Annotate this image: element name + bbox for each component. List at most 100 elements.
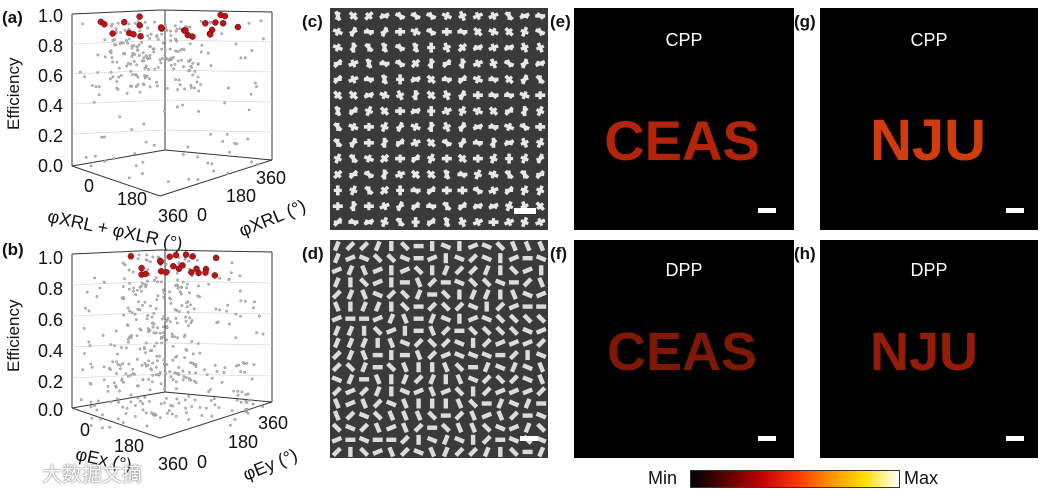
scatter-point	[131, 372, 135, 376]
nanostructure	[426, 90, 437, 101]
nanostructure	[399, 289, 410, 300]
nanostructure	[455, 373, 464, 385]
scatter-point	[102, 135, 106, 139]
scatter-point	[121, 362, 125, 366]
scatter-point	[146, 56, 149, 60]
nanostructure	[472, 202, 484, 210]
plot-b-ztick-1: 1.0	[38, 248, 64, 268]
scatter-point	[244, 393, 248, 397]
scatter-point	[165, 326, 169, 330]
scatter-point	[154, 365, 158, 369]
nanostructure	[360, 264, 369, 276]
scatter-point	[212, 397, 216, 401]
scatter-point	[133, 21, 137, 25]
scatter-point	[158, 58, 162, 62]
nanostructure	[389, 277, 394, 288]
scatter-point	[209, 399, 213, 402]
nanostructure	[358, 435, 370, 444]
nanostructure	[372, 325, 383, 336]
scatter-point	[144, 411, 148, 415]
nanostructure	[508, 399, 520, 408]
nanostructure	[345, 410, 356, 421]
nanostructure	[410, 122, 421, 132]
scatter-point	[119, 31, 123, 34]
scatter-point	[124, 372, 128, 376]
scatter-point	[187, 324, 190, 328]
scatter-point	[160, 317, 164, 321]
scatter-point	[196, 155, 199, 159]
nanostructure	[537, 240, 546, 252]
nanostructure	[505, 153, 514, 164]
scatter-point	[250, 160, 253, 164]
scatter-point	[241, 360, 245, 364]
nanostructure	[494, 338, 506, 347]
nanostructure	[495, 374, 506, 385]
nanostructure	[522, 449, 533, 455]
nanostructure	[387, 446, 396, 458]
nanostructure	[429, 265, 435, 276]
nanostructure	[536, 386, 547, 397]
nanostructure	[332, 137, 343, 148]
scatter-point	[169, 33, 173, 37]
nanostructure	[379, 201, 390, 211]
nanostructure	[538, 265, 544, 276]
scatter-point	[174, 380, 178, 384]
scatter-point	[149, 367, 153, 371]
plot-a-xtick-3: 360	[158, 206, 189, 226]
nanostructure	[535, 11, 546, 20]
scatter-point	[99, 417, 103, 421]
nanostructure	[364, 185, 374, 196]
scatter-point	[187, 59, 190, 63]
nanostructure	[361, 325, 367, 336]
nanostructure	[441, 186, 452, 195]
scatter-point	[179, 20, 183, 24]
nanostructure	[509, 289, 518, 300]
nanostructure	[400, 398, 409, 409]
nanostructure	[509, 361, 518, 373]
scatter-point	[140, 363, 144, 367]
scatter-point	[144, 258, 148, 262]
scatter-point	[106, 384, 110, 388]
scatter-point	[175, 271, 179, 275]
scatter-point	[222, 371, 226, 374]
nanostructure	[481, 314, 493, 323]
scatter-point	[243, 299, 247, 303]
scatter-point	[88, 381, 92, 385]
scatter-point	[220, 380, 224, 384]
nanostructure	[359, 422, 370, 433]
scatter-point	[164, 396, 168, 400]
scatter-point	[136, 75, 140, 79]
nanostructure	[395, 154, 406, 163]
nanostructure	[523, 240, 532, 252]
scatter-point	[112, 157, 116, 161]
nanostructure	[520, 74, 529, 85]
nanostructure	[387, 337, 396, 349]
nanostructure	[455, 422, 464, 434]
scatter-point	[120, 378, 124, 382]
scatter-point	[148, 329, 152, 332]
scatter-point	[156, 326, 159, 330]
nanostructure	[333, 153, 343, 164]
holo-text-f: CEAS	[607, 322, 757, 382]
scatter-point	[169, 63, 173, 67]
nanostructure	[389, 374, 394, 385]
nanostructure	[472, 75, 484, 84]
scatter-point	[146, 327, 150, 331]
nanostructure	[332, 202, 343, 211]
scatter-point	[144, 351, 148, 355]
nanostructure	[363, 218, 375, 226]
nanostructure	[414, 276, 423, 288]
plot-b-ytick-1: 0	[197, 452, 208, 472]
scatter-point	[134, 318, 138, 322]
scatter-point	[136, 257, 140, 261]
scatter-point	[170, 262, 177, 270]
nanostructure	[519, 12, 530, 20]
scatter-point	[141, 402, 145, 406]
scatter-point	[119, 74, 123, 77]
scatter-point	[127, 176, 131, 180]
nanostructure	[389, 350, 394, 361]
nanostructure	[427, 106, 436, 117]
nanostructure	[394, 170, 406, 179]
scatter-point	[127, 253, 135, 260]
scatter-point	[147, 377, 151, 381]
